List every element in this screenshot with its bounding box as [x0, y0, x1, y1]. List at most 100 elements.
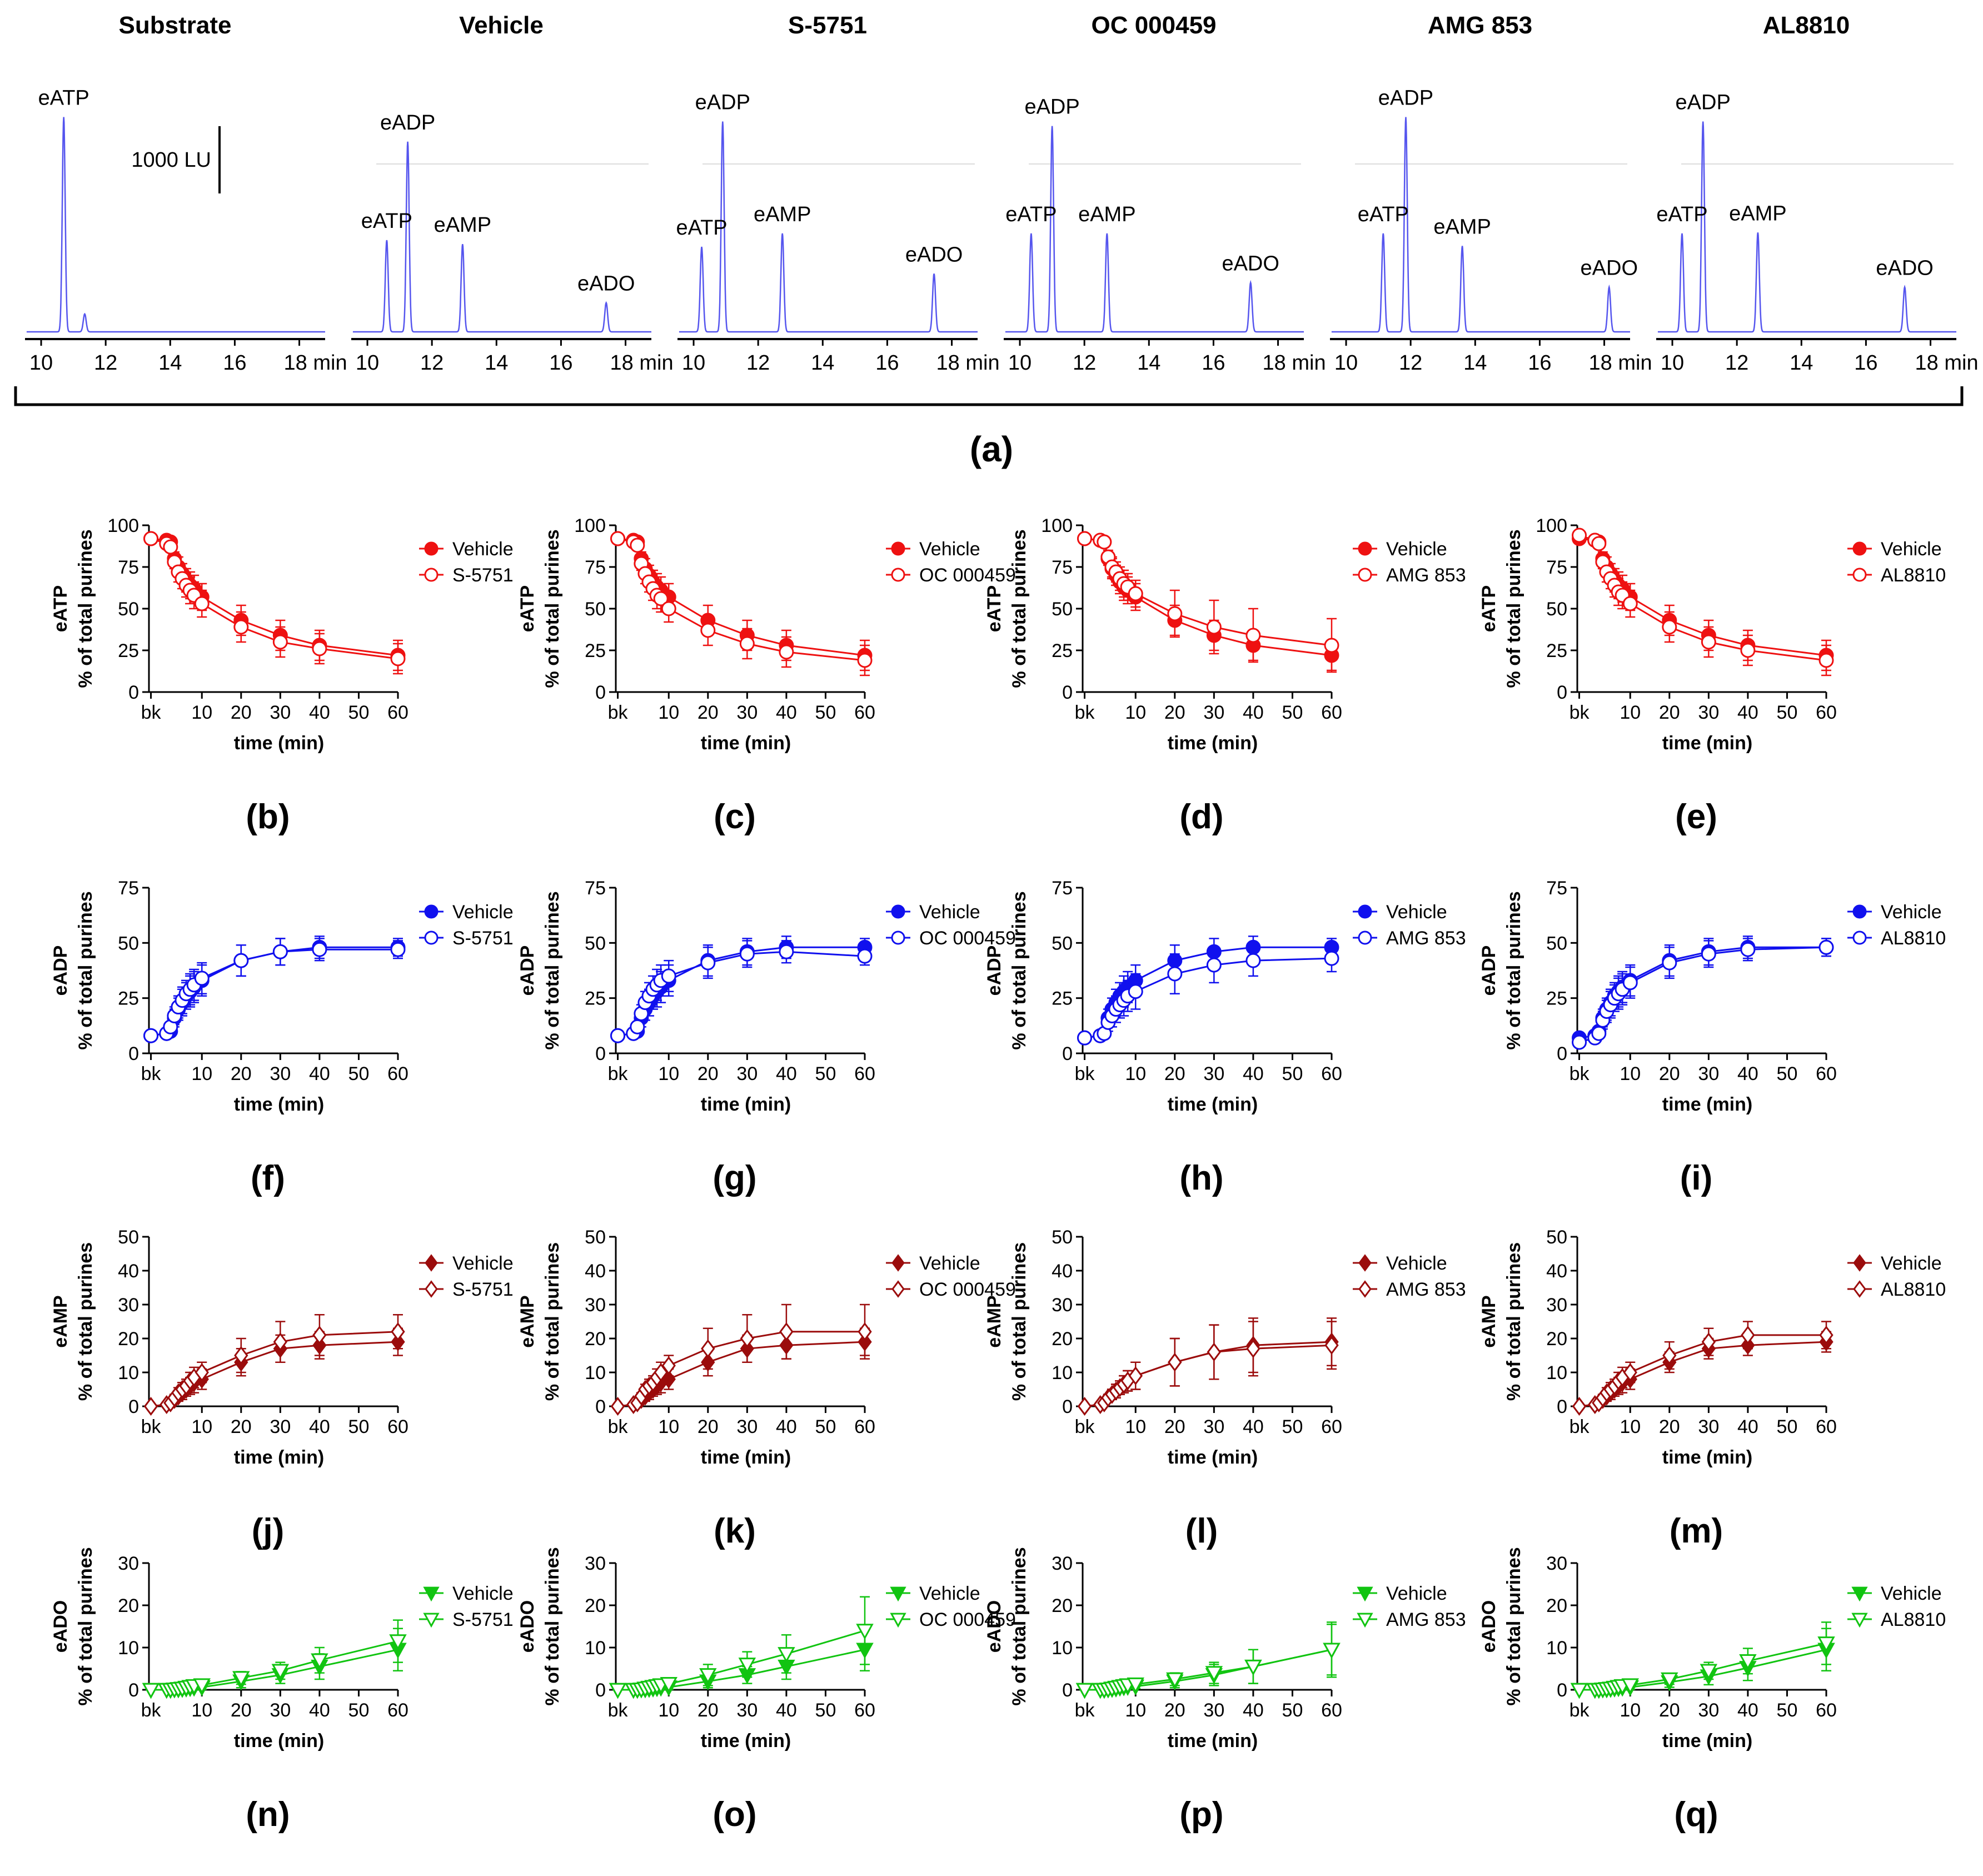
legend-marker: [891, 930, 905, 945]
y-tick-label: 50: [1052, 1227, 1073, 1248]
peak-label: eATP: [38, 87, 89, 110]
x-tick-label: 40: [1243, 1416, 1264, 1437]
peak-label: eAMP: [1729, 202, 1786, 225]
legend: Vehicle OC 000459: [886, 539, 1016, 586]
y-tick-label: 30: [1052, 1553, 1073, 1574]
data-point: [1570, 1683, 1588, 1699]
data-point: [1245, 628, 1261, 643]
data-point: [1701, 634, 1716, 650]
y-tick-label: 0: [1062, 1396, 1073, 1417]
legend-label: AMG 853: [1386, 928, 1466, 949]
legend-marker: [1852, 904, 1867, 919]
x-tick-label: 50: [1777, 702, 1798, 723]
chromatogram-tick-label: 14: [811, 351, 834, 375]
chart-panel-h: 0 25 50 75 bk 10 20 30 40 50 60 time (min) eADP% of …: [984, 878, 1466, 1197]
y-tick-label: 75: [118, 878, 139, 899]
panel-label: (f): [251, 1159, 285, 1197]
y-tick-label: 100: [574, 515, 606, 536]
peak-label: eADO: [1581, 257, 1638, 280]
x-tick-label: 20: [231, 1063, 252, 1084]
chromatogram-panel-5: AL8810 eATP eADP eAMP eADO 10 12 14 16 18 min: [1656, 12, 1979, 375]
x-tick-label: 10: [1125, 1416, 1146, 1437]
x-tick-label: 20: [1164, 1700, 1185, 1721]
legend-marker: [1851, 1613, 1868, 1628]
x-tick-label: bk: [608, 702, 629, 723]
legend-label: Vehicle: [1881, 539, 1942, 560]
y-axis-title: % of total purines: [542, 529, 563, 688]
series-drug: [610, 531, 873, 676]
x-tick-label: 50: [815, 1700, 836, 1721]
data-point: [660, 1677, 677, 1693]
x-tick-label: 10: [1125, 702, 1146, 723]
data-point: [1818, 939, 1834, 955]
chromatogram-tick-label: 12: [1725, 351, 1748, 375]
x-tick-label: 40: [1737, 702, 1758, 723]
x-tick-label: 60: [1321, 1700, 1342, 1721]
data-point: [1077, 1397, 1092, 1416]
x-tick-label: bk: [141, 1700, 162, 1721]
x-tick-label: bk: [1075, 1700, 1095, 1721]
legend-label: Vehicle: [1881, 902, 1942, 923]
data-point: [1818, 653, 1834, 668]
legend-label: S-5751: [452, 928, 514, 949]
data-point: [1166, 1672, 1184, 1689]
data-point: [1662, 619, 1677, 635]
x-tick-label: bk: [141, 702, 162, 723]
data-point: [193, 1678, 211, 1694]
x-tick-label: 60: [387, 1416, 408, 1437]
x-tick-label: 10: [1620, 702, 1641, 723]
y-tick-label: 30: [1052, 1295, 1073, 1316]
y-tick-label: 75: [585, 557, 606, 578]
series-vehicle: [1077, 531, 1339, 671]
y-tick-label: 75: [1546, 557, 1567, 578]
y-tick-label: 50: [118, 599, 139, 620]
chromatogram-panel-2: S-5751 eATP eADP eAMP eADO 10 12 14 16 18 min: [676, 12, 999, 375]
legend: Vehicle OC 000459: [886, 902, 1016, 949]
data-point: [143, 1028, 159, 1043]
x-tick-label: bk: [1075, 702, 1095, 723]
peak-label: eADO: [577, 272, 635, 296]
x-tick-label: bk: [1570, 1416, 1590, 1437]
panel-label: (q): [1674, 1795, 1718, 1834]
series-vehicle: [610, 1327, 872, 1416]
x-tick-label: bk: [1570, 1063, 1590, 1084]
data-point: [272, 944, 288, 959]
y-tick-label: 0: [1557, 682, 1567, 703]
legend-label: Vehicle: [919, 1583, 980, 1604]
legend-label: Vehicle: [1386, 902, 1447, 923]
legend-label: AL8810: [1881, 565, 1946, 586]
x-tick-label: 10: [191, 702, 212, 723]
legend: Vehicle AL8810: [1847, 902, 1946, 949]
y-tick-label: 20: [1052, 1328, 1073, 1350]
legend-label: S-5751: [452, 565, 514, 586]
chromatogram-title: OC 000459: [1091, 12, 1216, 39]
x-axis-title: time (min): [1168, 1730, 1258, 1751]
chromatogram-tick-label: 14: [1790, 351, 1813, 375]
x-axis-title: time (min): [701, 1094, 791, 1115]
x-tick-label: 50: [815, 702, 836, 723]
x-tick-label: 30: [1203, 1063, 1224, 1084]
legend-marker: [890, 1613, 906, 1628]
data-point: [1739, 1654, 1757, 1670]
legend-marker: [1853, 1254, 1866, 1272]
y-tick-label: 0: [595, 1043, 606, 1064]
legend-marker: [1851, 1586, 1868, 1602]
y-tick-label: 50: [585, 933, 606, 954]
x-tick-label: bk: [1570, 702, 1590, 723]
chromatogram-tick-label: 10: [356, 351, 379, 375]
y-tick-label: 0: [595, 1396, 606, 1417]
panel-label: (k): [714, 1512, 756, 1550]
chart-panel-e: 0 25 50 75 100 bk 10 20 30 40 50 60 time (min) eATP% …: [1478, 515, 1946, 836]
x-tick-label: bk: [1570, 1700, 1590, 1721]
legend-label: Vehicle: [1386, 539, 1447, 560]
y-tick-label: 20: [118, 1328, 139, 1350]
legend-marker: [891, 1280, 905, 1298]
y-tick-label: 75: [1052, 878, 1073, 899]
series-vehicle: [1572, 531, 1834, 671]
y-tick-label: 50: [118, 1227, 139, 1248]
legend-marker: [891, 1254, 905, 1272]
y-tick-label: 0: [595, 682, 606, 703]
peak-label: eADO: [1876, 257, 1933, 280]
peak-label: eATP: [1656, 203, 1707, 226]
x-tick-label: bk: [1075, 1416, 1095, 1437]
